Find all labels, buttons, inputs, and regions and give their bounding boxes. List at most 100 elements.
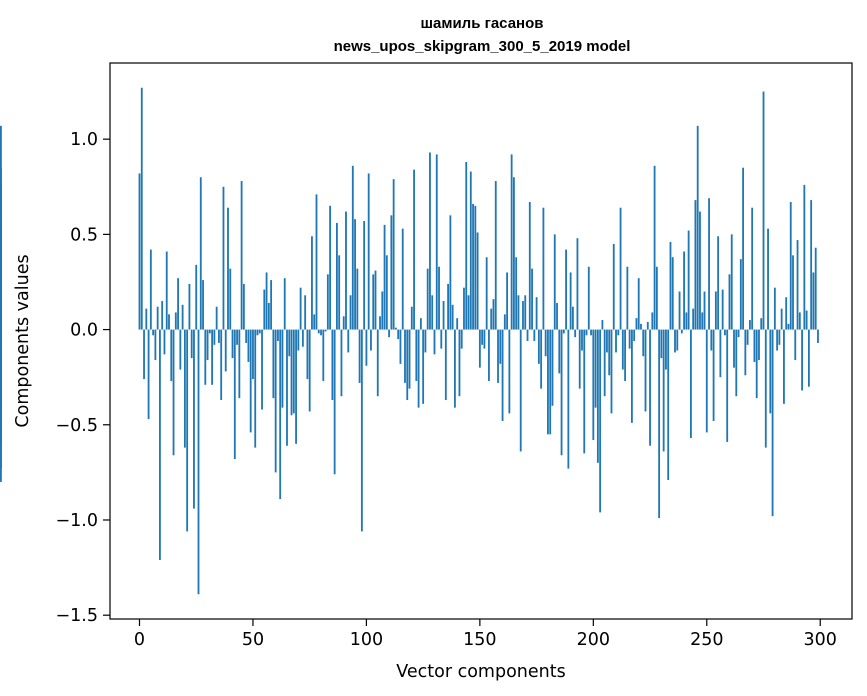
bar <box>277 329 279 341</box>
bar <box>263 289 266 330</box>
bar <box>594 329 597 408</box>
x-tick-label: 50 <box>242 630 264 650</box>
bar <box>694 200 697 330</box>
bar <box>814 247 817 330</box>
bar <box>567 329 570 469</box>
bar <box>424 329 427 353</box>
bar <box>422 329 425 404</box>
bar <box>165 251 168 330</box>
y-tick-label: −0.5 <box>56 416 99 436</box>
bar <box>503 314 506 330</box>
bar <box>324 329 327 332</box>
bar <box>267 302 270 330</box>
bar <box>776 329 779 351</box>
bar <box>247 329 250 362</box>
bar <box>311 236 313 330</box>
bar <box>193 329 195 509</box>
bar <box>547 329 549 435</box>
bar <box>585 329 588 336</box>
bar <box>306 329 309 380</box>
bar <box>488 329 490 381</box>
bar <box>760 318 763 330</box>
bar <box>721 289 724 330</box>
bar <box>340 329 343 397</box>
bar <box>222 186 225 330</box>
bar <box>308 329 311 412</box>
bar <box>218 329 220 343</box>
bar <box>755 329 758 399</box>
bar <box>730 234 733 330</box>
bar <box>413 169 415 330</box>
bar <box>519 329 522 452</box>
bar <box>392 179 395 330</box>
bar <box>651 312 654 330</box>
bar <box>787 323 790 330</box>
bar <box>803 184 806 330</box>
bar <box>485 257 488 330</box>
bar <box>333 329 336 475</box>
bar <box>440 329 443 349</box>
bar <box>560 329 563 456</box>
bar <box>138 173 141 330</box>
bar <box>512 177 515 330</box>
bar <box>796 240 799 330</box>
bar <box>764 329 767 448</box>
bar <box>206 329 209 361</box>
bar <box>533 329 536 341</box>
x-tick-label: 100 <box>350 630 383 650</box>
bar <box>202 280 204 330</box>
bar <box>515 257 518 330</box>
bar <box>429 152 431 330</box>
bar <box>454 329 456 408</box>
bar <box>571 306 574 330</box>
bar <box>494 181 497 330</box>
bar <box>295 329 297 444</box>
x-tick-label: 300 <box>804 630 837 650</box>
bar <box>190 329 193 359</box>
bar <box>742 167 744 330</box>
bar <box>469 171 472 330</box>
bar <box>372 274 375 330</box>
bar <box>342 316 345 330</box>
bar <box>374 270 377 330</box>
bar <box>748 320 751 330</box>
bar <box>376 329 379 397</box>
bar <box>433 329 436 355</box>
bar <box>535 297 538 330</box>
chart-subtitle: news_upos_skipgram_300_5_2019 model <box>334 38 631 55</box>
bar <box>692 308 695 330</box>
bar <box>615 329 617 353</box>
bar <box>213 329 216 345</box>
bar <box>417 329 420 408</box>
plot-frame <box>109 62 853 620</box>
bar <box>435 154 438 330</box>
bar <box>478 329 481 368</box>
bar <box>807 329 810 387</box>
bar <box>497 329 499 383</box>
bar <box>785 297 788 330</box>
bar <box>272 329 275 399</box>
bar <box>261 329 263 410</box>
bar <box>154 329 157 361</box>
bar <box>229 268 232 330</box>
bar <box>714 291 717 330</box>
bar <box>358 329 361 383</box>
bar <box>351 165 354 330</box>
bar <box>812 272 815 330</box>
bar <box>680 329 683 334</box>
bar <box>281 329 284 408</box>
bar <box>215 306 218 330</box>
bar <box>383 224 386 330</box>
bar <box>140 87 143 330</box>
bar <box>637 278 640 330</box>
bar <box>233 329 236 460</box>
bar <box>442 301 445 330</box>
bar <box>599 329 602 513</box>
bar <box>671 257 674 330</box>
bar <box>662 329 665 452</box>
bar <box>401 228 404 330</box>
bar <box>186 329 189 532</box>
bar <box>465 162 468 330</box>
bar <box>320 329 322 336</box>
